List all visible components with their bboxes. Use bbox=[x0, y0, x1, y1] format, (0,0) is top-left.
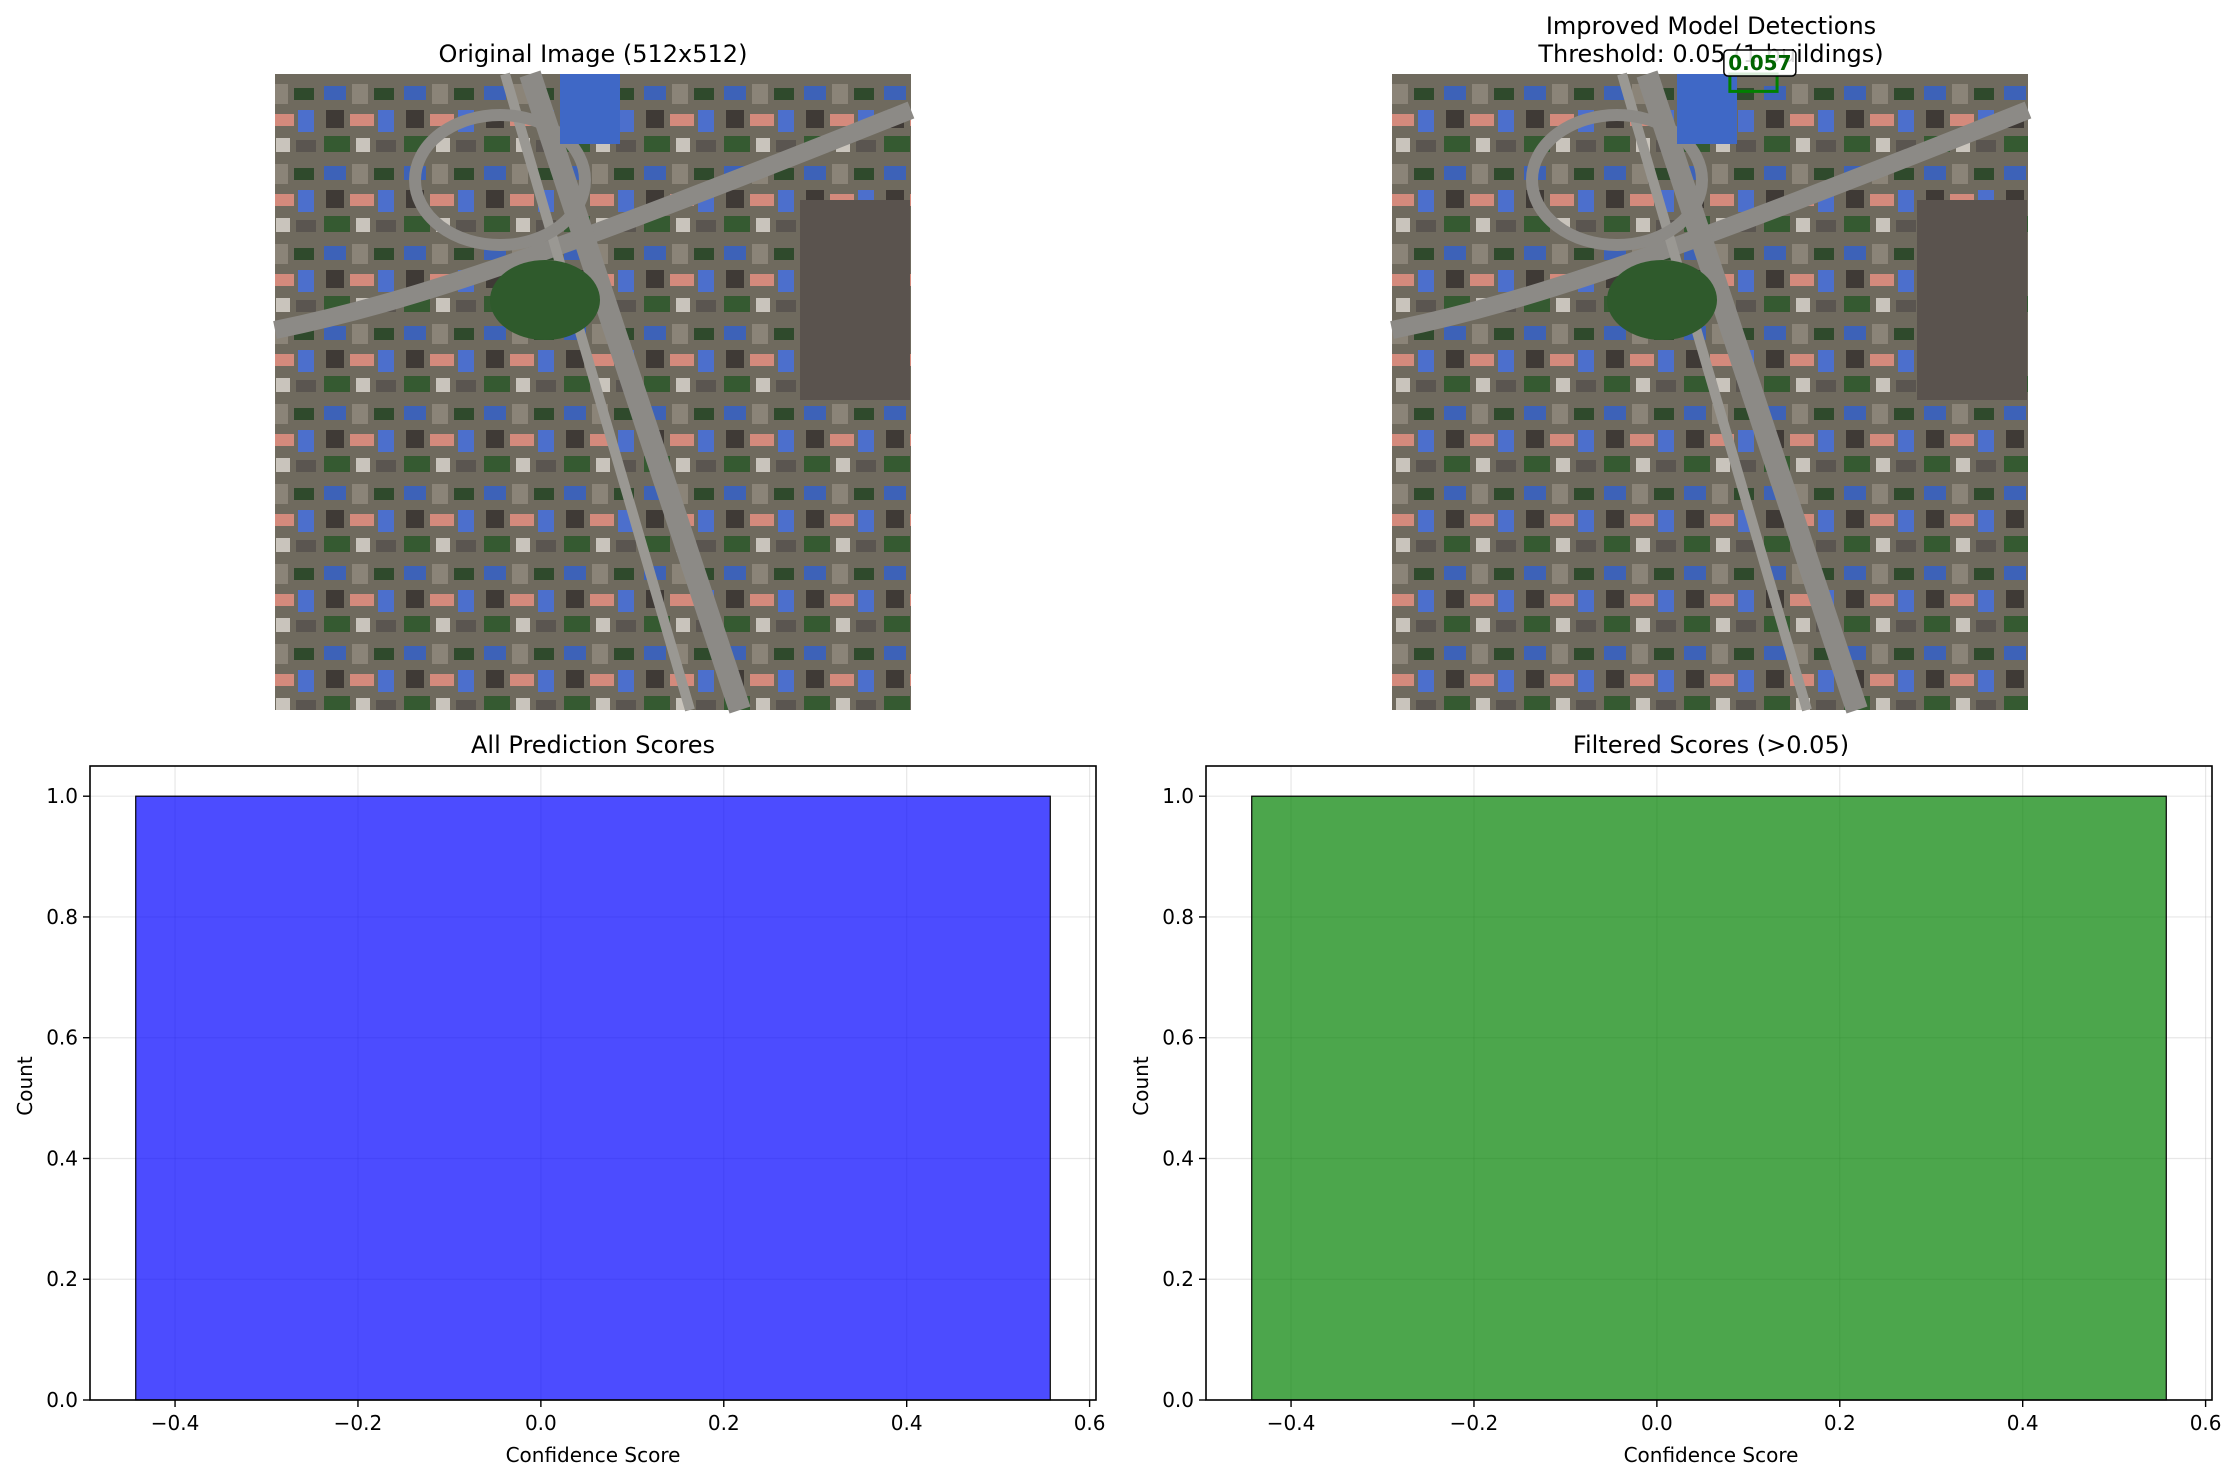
y-tick-label: 0.4 bbox=[46, 1146, 78, 1170]
original-image bbox=[273, 70, 915, 714]
chart-filtered-xlabel: Confidence Score bbox=[1624, 1443, 1799, 1467]
y-tick-label: 0.6 bbox=[46, 1026, 78, 1050]
y-tick-label: 0.8 bbox=[46, 905, 78, 929]
detections-layer: 0.057 bbox=[1723, 49, 1797, 93]
x-tick-label: 0.2 bbox=[1824, 1411, 1856, 1435]
original-image-title: Original Image (512x512) bbox=[439, 40, 748, 68]
axes-frame bbox=[1205, 765, 2213, 1401]
chart-all-xlabel: Confidence Score bbox=[506, 1443, 681, 1467]
y-tick-label: 0.0 bbox=[46, 1388, 78, 1412]
y-tick-label: 1.0 bbox=[1162, 784, 1194, 808]
chart-all-scores: −0.4 −0.2 0.0 0.2 0.4 0.6 0.0 0.2 0.4 0.6 0.8 1.0 bbox=[46, 765, 1106, 1435]
x-tick-label: 0.4 bbox=[2007, 1411, 2039, 1435]
x-tick-label: −0.4 bbox=[151, 1411, 200, 1435]
x-tick-label: 0.0 bbox=[525, 1411, 557, 1435]
histogram-bar bbox=[1251, 795, 2167, 1401]
chart-filtered-title: Filtered Scores (>0.05) bbox=[1573, 731, 1849, 759]
x-tick-label: 0.2 bbox=[708, 1411, 740, 1435]
detections-title-line2: Threshold: 0.05 (1 buildings) bbox=[1537, 40, 1883, 68]
chart-all-ylabel: Count bbox=[13, 1056, 37, 1116]
detection-image bbox=[1390, 70, 2032, 714]
y-tick-label: 0.2 bbox=[46, 1267, 78, 1291]
detection-score-label: 0.057 bbox=[1728, 51, 1791, 75]
x-tick-label: 0.6 bbox=[1074, 1411, 1106, 1435]
chart-filtered-ylabel: Count bbox=[1129, 1056, 1153, 1116]
y-tick-label: 0.4 bbox=[1162, 1146, 1194, 1170]
y-tick-label: 0.0 bbox=[1162, 1388, 1194, 1412]
y-tick-label: 0.6 bbox=[1162, 1026, 1194, 1050]
x-tick-label: 0.0 bbox=[1641, 1411, 1673, 1435]
x-tick-label: 0.6 bbox=[2190, 1411, 2222, 1435]
detection-label-box bbox=[1723, 49, 1797, 77]
y-tick-label: 0.8 bbox=[1162, 905, 1194, 929]
histogram-bar bbox=[135, 795, 1051, 1401]
chart-filtered-scores: −0.4 −0.2 0.0 0.2 0.4 0.6 0.0 0.2 0.4 0.6 0.8 1.0 bbox=[1162, 765, 2222, 1435]
y-tick-label: 1.0 bbox=[46, 784, 78, 808]
detections-title-line1: Improved Model Detections bbox=[1546, 12, 1876, 40]
x-tick-label: −0.4 bbox=[1267, 1411, 1316, 1435]
chart-all-title: All Prediction Scores bbox=[471, 731, 715, 759]
x-tick-label: −0.2 bbox=[1450, 1411, 1499, 1435]
axes-frame bbox=[89, 765, 1097, 1401]
y-tick-label: 0.2 bbox=[1162, 1267, 1194, 1291]
x-tick-label: 0.4 bbox=[891, 1411, 923, 1435]
x-tick-label: −0.2 bbox=[334, 1411, 383, 1435]
